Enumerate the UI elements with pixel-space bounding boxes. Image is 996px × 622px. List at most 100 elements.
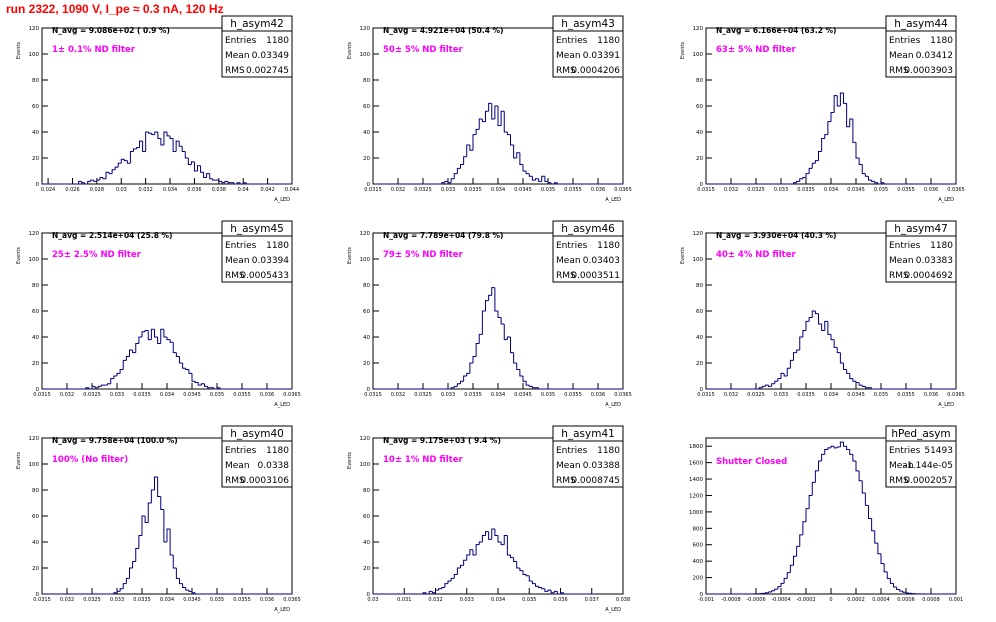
histogram-bin — [821, 324, 825, 331]
histogram-bin — [212, 178, 216, 181]
panel-h_asym45: 0 20 40 60 80 100 120 0.0315 0.032 0.0325 0.033 0.0… — [16, 220, 301, 408]
histogram-bin — [764, 384, 769, 387]
histogram-bin — [81, 181, 85, 184]
stats-label-mean: Mean — [225, 51, 250, 61]
histogram-bin — [147, 502, 152, 523]
histogram-bin — [111, 169, 116, 174]
x-tick-label: 0.032 — [60, 597, 74, 603]
y-tick-label: 100 — [360, 257, 371, 263]
histogram-name: h_asym41 — [561, 428, 615, 440]
stats-label-mean: Mean — [889, 461, 914, 471]
x-tick-label: 0.0008 — [922, 597, 940, 603]
histogram-bin — [522, 376, 527, 382]
x-tick-label: 0.0335 — [133, 597, 151, 603]
stats-box — [885, 425, 957, 488]
x-tick-label: 0.032 — [138, 187, 152, 193]
histogram-bin — [802, 177, 806, 179]
histogram-bin — [525, 171, 530, 175]
histogram-bin — [849, 449, 853, 455]
y-tick-label: 60 — [32, 104, 39, 110]
histogram-bin — [843, 93, 847, 104]
histogram-name: h_asym40 — [230, 428, 284, 440]
histogram-bin — [207, 386, 211, 389]
histogram-bin — [874, 530, 878, 544]
x-tick-label: 0.0365 — [283, 392, 301, 398]
histogram-bin — [506, 132, 511, 136]
y-tick-label: 100 — [29, 257, 40, 263]
y-tick-label: 100 — [360, 52, 371, 58]
histogram-bin — [485, 110, 489, 122]
histogram-bin — [94, 386, 99, 389]
y-tick-label: 80 — [363, 488, 370, 494]
histogram-bin — [871, 387, 875, 390]
navg-annotation: N_avg = 9.758e+04 (100.0 %) — [52, 436, 178, 445]
histogram-bin — [187, 158, 192, 165]
histogram-bin — [846, 369, 850, 374]
histogram-bin — [219, 387, 224, 390]
histogram-bin — [799, 178, 803, 182]
histogram-bin — [113, 375, 117, 379]
histogram-bin — [811, 481, 816, 496]
histogram-bin — [538, 586, 542, 588]
y-tick-label: 20 — [32, 566, 39, 572]
histogram-bin — [463, 559, 467, 566]
histogram-bin — [132, 350, 136, 354]
navg-annotation: N_avg = 7.789e+04 (79.8 %) — [383, 231, 503, 240]
stats-box — [552, 220, 624, 283]
x-tick-label: 0.036 — [924, 392, 938, 398]
histogram-bin — [188, 369, 192, 374]
x-tick-label: 0.0335 — [133, 392, 151, 398]
histogram-bin — [97, 385, 102, 388]
stats-value-mean: 0.03349 — [252, 51, 289, 61]
y-tick-label: 120 — [360, 26, 371, 32]
y-axis-label: Events — [16, 452, 22, 469]
histogram-bin — [114, 166, 119, 170]
histogram-name: h_asym45 — [230, 223, 284, 235]
histogram-bin — [488, 102, 492, 112]
histogram-bin — [793, 555, 797, 566]
y-tick-label: 20 — [363, 361, 370, 367]
histogram-bin — [510, 337, 514, 354]
histogram-bin — [145, 131, 149, 152]
histogram-bin — [132, 561, 136, 568]
histogram-bin — [789, 359, 794, 369]
histogram-bin — [150, 489, 155, 503]
histogram-bin — [125, 356, 130, 361]
histogram-bin — [245, 182, 250, 185]
histogram-bin — [91, 385, 96, 389]
stats-box — [221, 220, 293, 283]
y-axis-label: Events — [347, 452, 353, 469]
stats-value-entries: 1180 — [597, 241, 620, 251]
histogram-bin — [864, 173, 869, 177]
histogram-bin — [233, 182, 238, 185]
x-axis-label: A_LED — [274, 607, 290, 613]
histogram-bin — [96, 179, 100, 182]
histogram-bin — [777, 378, 781, 382]
histogram-bin — [188, 590, 192, 592]
histogram-bin — [824, 320, 828, 331]
x-tick-label: 0.0345 — [183, 392, 201, 398]
histogram-bin — [166, 132, 171, 137]
x-tick-label: 0.0325 — [747, 392, 765, 398]
y-tick-label: 20 — [363, 156, 370, 162]
histogram-bin — [138, 535, 142, 549]
histogram-bin — [783, 577, 788, 584]
x-tick-label: 0.0345 — [847, 392, 865, 398]
x-tick-label: 0.024 — [41, 187, 55, 193]
histogram-bin — [513, 145, 517, 159]
stats-label-entries: Entries — [225, 241, 257, 251]
histogram-bin — [175, 352, 180, 357]
x-axis-label: A_LED — [274, 402, 290, 408]
y-tick-label: 60 — [363, 514, 370, 520]
x-axis-label: A_LED — [605, 197, 621, 203]
histogram-bin — [166, 337, 171, 341]
stats-value-mean: 0.03388 — [583, 461, 620, 471]
histogram-bin — [799, 534, 803, 547]
histogram-bin — [497, 106, 502, 126]
stats-value-mean: 0.03403 — [583, 256, 620, 266]
y-tick-label: 20 — [32, 156, 39, 162]
y-tick-label: 80 — [32, 78, 39, 84]
histogram-bin — [836, 446, 841, 448]
x-tick-label: 0 — [829, 597, 832, 603]
histogram-bin — [839, 92, 844, 106]
